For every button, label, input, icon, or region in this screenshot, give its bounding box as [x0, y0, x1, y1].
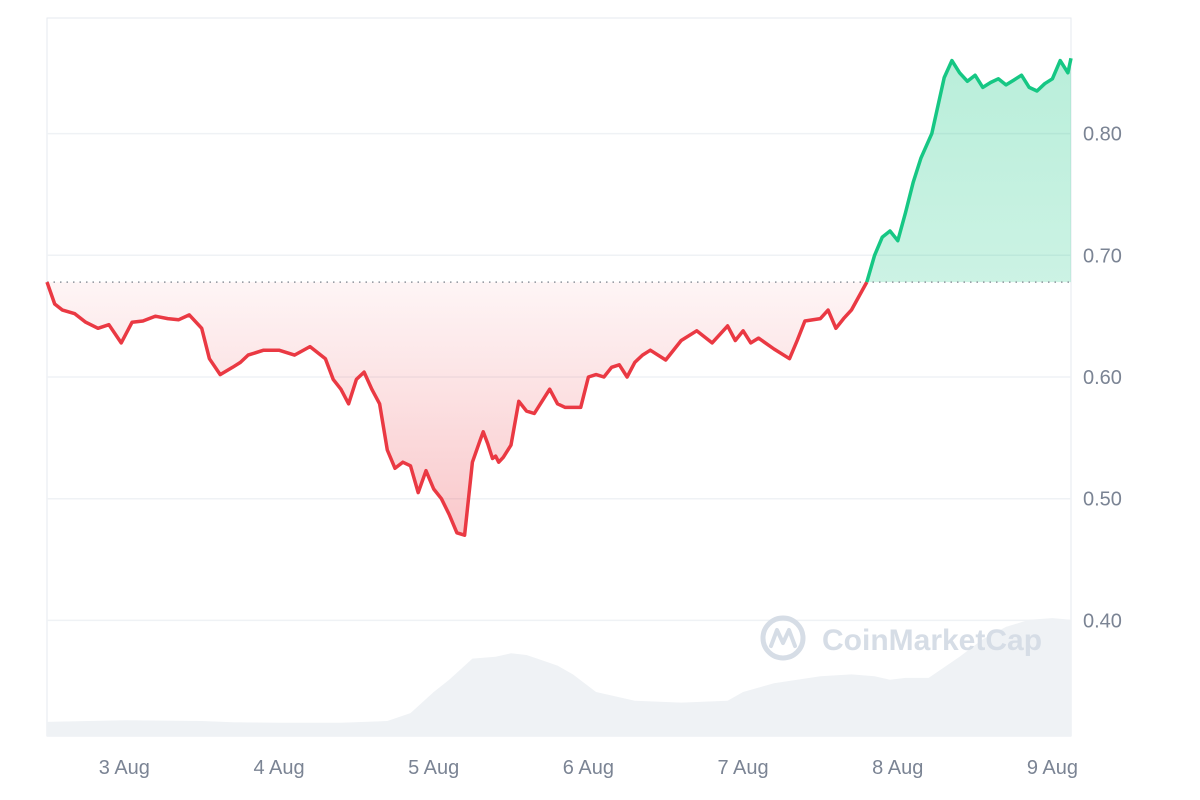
watermark-logo-mark [769, 628, 797, 648]
above-baseline-fill [866, 58, 1071, 283]
x-tick-label: 6 Aug [563, 757, 614, 779]
x-tick-label: 7 Aug [717, 757, 768, 779]
price-line-down [45, 281, 869, 537]
x-tick-label: 9 Aug [1027, 757, 1078, 779]
y-tick-label: 0.50 [1083, 489, 1122, 511]
price-line-up [865, 57, 1073, 283]
price-fill-layer [47, 58, 1071, 536]
y-tick-label: 0.40 [1083, 610, 1122, 632]
x-axis-ticks: 3 Aug 4 Aug 5 Aug 6 Aug 7 Aug 8 Aug 9 Aug [99, 757, 1078, 779]
volume-area [47, 618, 1071, 736]
y-tick-label: 0.80 [1083, 124, 1122, 146]
volume-area-layer [47, 618, 1071, 736]
below-baseline-fill [47, 282, 867, 536]
watermark: CoinMarketCap [760, 615, 1042, 661]
x-tick-label: 8 Aug [872, 757, 923, 779]
y-tick-label: 0.60 [1083, 367, 1122, 389]
watermark-text: CoinMarketCap [822, 624, 1042, 657]
x-tick-label: 3 Aug [99, 757, 150, 779]
price-line-layer [45, 57, 1073, 537]
watermark-logo-icon [760, 615, 806, 661]
x-tick-label: 4 Aug [253, 757, 304, 779]
y-tick-label: 0.70 [1083, 245, 1122, 267]
x-tick-label: 5 Aug [408, 757, 459, 779]
y-axis-ticks: 0.40 0.50 0.60 0.70 0.80 [1083, 124, 1122, 633]
